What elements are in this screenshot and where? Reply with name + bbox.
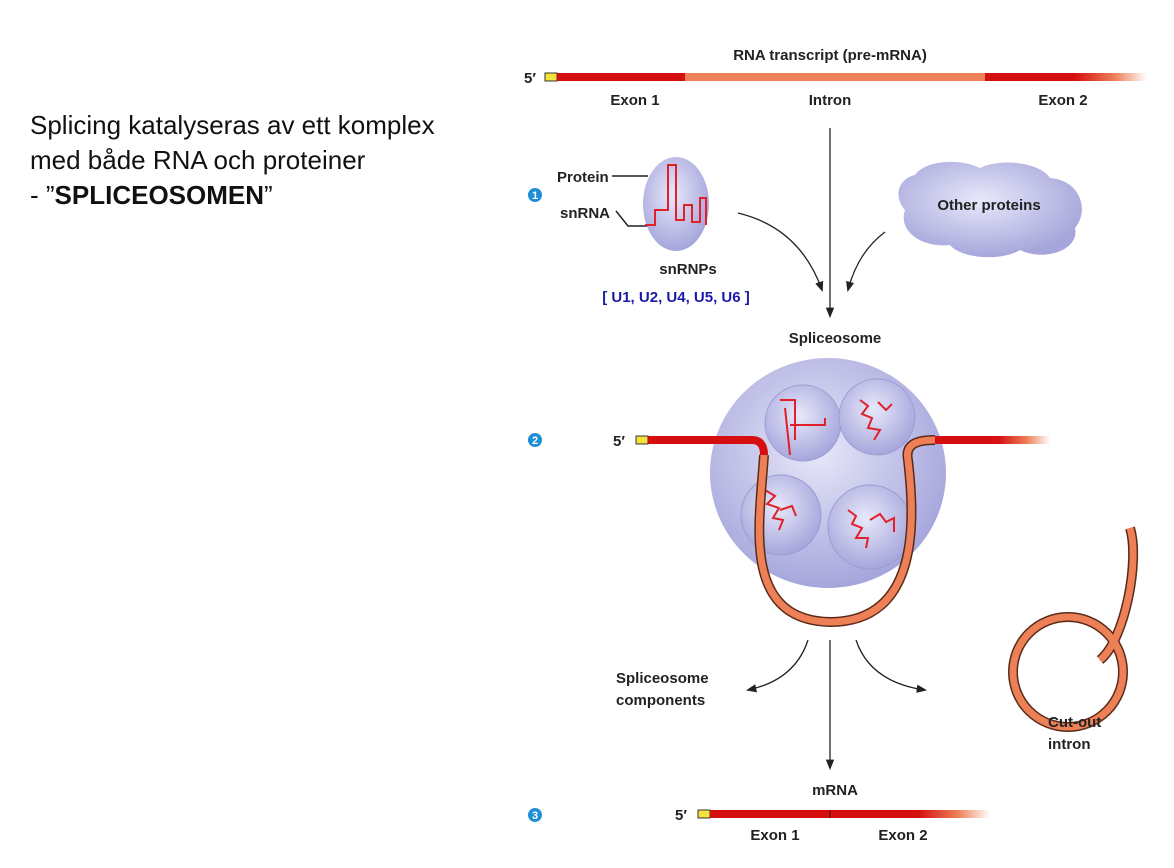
exon1-label: Exon 1 <box>610 92 659 109</box>
exon2-segment <box>985 73 1147 81</box>
five-prime-label-3: 5′ <box>675 807 687 824</box>
step-1-badge <box>528 188 542 202</box>
intron-label: Intron <box>809 92 852 109</box>
other-proteins-cloud <box>898 161 1082 258</box>
text-line-1: Splicing katalyseras av ett komplex <box>30 110 435 140</box>
cap-box-2 <box>635 435 649 445</box>
mrna-exon2-label: Exon 2 <box>878 827 927 844</box>
mrna-exon1 <box>710 810 830 818</box>
snrnp-subunit-3 <box>740 474 822 556</box>
components-label-1: Spliceosome <box>616 670 709 687</box>
step-3-badge <box>528 808 542 822</box>
text-line-3: - ”SPLICEOSOMEN” <box>30 178 435 213</box>
arrow-components <box>745 639 809 693</box>
intron-loop <box>755 436 936 626</box>
mrna-exon2 <box>830 810 990 818</box>
mrna-label: mRNA <box>812 782 858 799</box>
step-1-number: 1 <box>532 190 538 202</box>
step-3-number: 3 <box>532 810 538 822</box>
quote-close: ” <box>264 180 273 210</box>
snrna-structure <box>645 164 707 226</box>
cap-box <box>544 72 558 82</box>
other-proteins-label: Other proteins <box>937 197 1040 214</box>
snrnp-subunit-1 <box>764 384 842 462</box>
lasso-loop <box>1009 613 1127 731</box>
components-label-2: components <box>616 692 705 709</box>
snrnp-subunit-4 <box>827 484 913 570</box>
exon2-strand <box>935 436 1050 444</box>
snrna-1 <box>780 399 826 456</box>
arrow-intron <box>855 639 928 693</box>
protein-label: Protein <box>557 169 609 186</box>
lasso-tail <box>1097 526 1137 663</box>
step-2-number: 2 <box>532 435 538 447</box>
transcript-title: RNA transcript (pre-mRNA) <box>733 47 927 64</box>
exon1-strand <box>648 436 768 456</box>
snrnp-list: [ U1, U2, U4, U5, U6 ] <box>602 289 750 306</box>
arrow-snrnps <box>737 212 824 292</box>
cutout-label-1: Cut-out <box>1048 714 1101 731</box>
step-2-badge <box>528 433 542 447</box>
snrna-4 <box>847 509 895 549</box>
arrow-other-proteins <box>846 231 886 293</box>
snrna-label: snRNA <box>560 205 610 222</box>
cap-box-3 <box>697 809 711 819</box>
slide-text: Splicing katalyseras av ett komplex med … <box>30 108 435 213</box>
exon2-label: Exon 2 <box>1038 92 1087 109</box>
snrna-3 <box>764 489 797 531</box>
intron-segment <box>685 73 985 81</box>
mrna-exon1-label: Exon 1 <box>750 827 799 844</box>
exon1-segment <box>557 73 685 81</box>
snrna-2 <box>859 399 893 441</box>
snrnps-label: snRNPs <box>659 261 717 278</box>
five-prime-label: 5′ <box>524 70 536 87</box>
text-line-2: med både RNA och proteiner <box>30 145 366 175</box>
quote-open: - ” <box>30 180 55 210</box>
spliceosomen-term: SPLICEOSOMEN <box>54 180 265 210</box>
spliceosome-label: Spliceosome <box>789 330 882 347</box>
snrnp-subunit-2 <box>838 378 916 456</box>
five-prime-label-2: 5′ <box>613 433 625 450</box>
cutout-label-2: intron <box>1048 736 1091 753</box>
